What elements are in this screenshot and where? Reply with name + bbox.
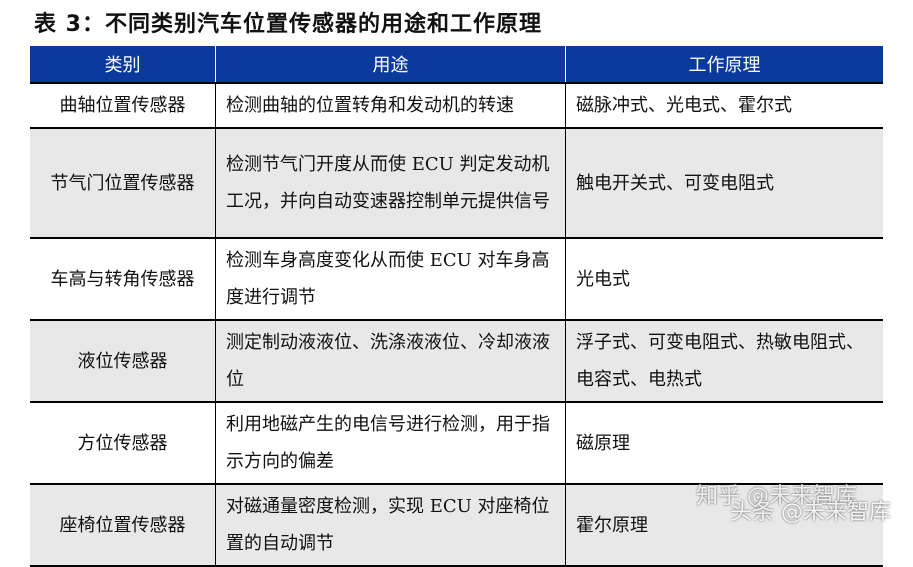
header-purpose: 用途 [215, 46, 566, 84]
table-title: 表 3：不同类别汽车位置传感器的用途和工作原理 [34, 12, 542, 37]
cell-category: 节气门位置传感器 [30, 128, 216, 239]
table-row: 曲轴位置传感器 检测曲轴的位置转角和发动机的转速 磁脉冲式、光电式、霍尔式 [30, 83, 883, 129]
sensor-table: 类别 用途 工作原理 曲轴位置传感器 检测曲轴的位置转角和发动机的转速 磁脉冲式、光… [30, 46, 883, 567]
cell-purpose: 检测车身高度变化从而使 ECU 对车身高度进行调节 [215, 238, 566, 321]
cell-purpose: 利用地磁产生的电信号进行检测，用于指示方向的偏差 [215, 402, 566, 485]
cell-purpose: 对磁通量密度检测，实现 ECU 对座椅位置的自动调节 [215, 484, 566, 567]
table-row: 液位传感器 测定制动液液位、洗涤液液位、冷却液液位 浮子式、可变电阻式、热敏电阻式、… [30, 320, 883, 403]
cell-purpose: 检测曲轴的位置转角和发动机的转速 [215, 83, 566, 129]
header-row: 类别 用途 工作原理 [30, 46, 883, 84]
cell-principle: 光电式 [565, 238, 883, 321]
watermark: 知乎 @未来智库 [696, 484, 857, 509]
table-row: 节气门位置传感器 检测节气门开度从而使 ECU 判定发动机工况，并向自动变速器控制… [30, 128, 883, 239]
cell-principle: 浮子式、可变电阻式、热敏电阻式、电容式、电热式 [565, 320, 883, 403]
cell-principle: 磁原理 [565, 402, 883, 485]
table-row: 座椅位置传感器 对磁通量密度检测，实现 ECU 对座椅位置的自动调节 霍尔原理 [30, 484, 883, 567]
header-category: 类别 [30, 46, 216, 84]
cell-principle: 磁脉冲式、光电式、霍尔式 [565, 83, 883, 129]
cell-category: 车高与转角传感器 [30, 238, 216, 321]
cell-purpose: 检测节气门开度从而使 ECU 判定发动机工况，并向自动变速器控制单元提供信号 [215, 128, 566, 239]
table-row: 车高与转角传感器 检测车身高度变化从而使 ECU 对车身高度进行调节 光电式 [30, 238, 883, 321]
header-principle: 工作原理 [565, 46, 883, 84]
cell-category: 液位传感器 [30, 320, 216, 403]
cell-principle: 触电开关式、可变电阻式 [565, 128, 883, 239]
cell-category: 座椅位置传感器 [30, 484, 216, 567]
cell-purpose: 测定制动液液位、洗涤液液位、冷却液液位 [215, 320, 566, 403]
cell-category: 方位传感器 [30, 402, 216, 485]
cell-category: 曲轴位置传感器 [30, 83, 216, 129]
watermark: 头条 @未来智库 [730, 500, 891, 525]
table-row: 方位传感器 利用地磁产生的电信号进行检测，用于指示方向的偏差 磁原理 [30, 402, 883, 485]
